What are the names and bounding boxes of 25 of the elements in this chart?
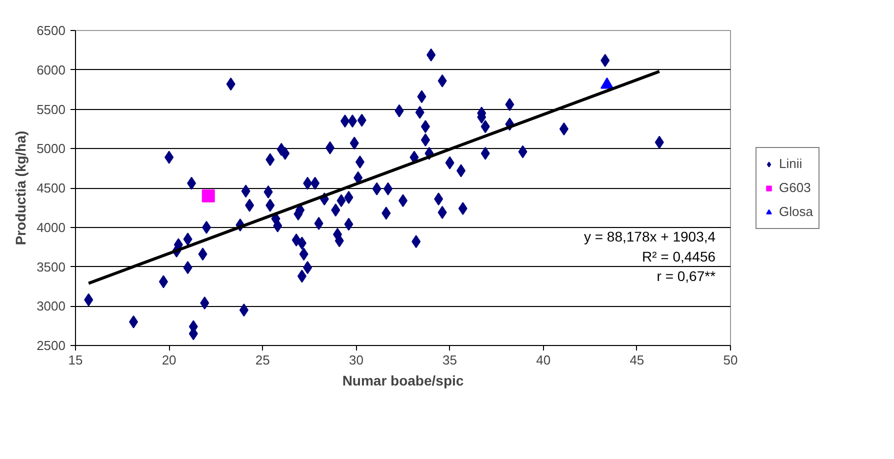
y-tick-label: 3500 <box>36 259 66 274</box>
x-tick-label: 15 <box>68 352 83 368</box>
x-tick-label: 40 <box>536 352 551 368</box>
annotation: R² = 0,4456 <box>642 248 716 264</box>
y-tick-label: 2500 <box>36 338 66 353</box>
y-tick-label: 5000 <box>36 141 66 156</box>
x-tick-label: 30 <box>348 352 364 368</box>
x-tick-label: 20 <box>162 352 176 368</box>
x-tick-label: 25 <box>255 352 270 368</box>
y-axis-title: Productia (kg/ha) <box>12 130 29 246</box>
y-tick-label: 5500 <box>36 102 66 117</box>
x-axis-title: Numar boabe/spic <box>342 372 464 388</box>
annotation: y = 88,178x + 1903,4 <box>584 228 716 245</box>
legend-label: Linii <box>779 156 802 171</box>
legend-label: G603 <box>779 180 811 195</box>
x-tick-label: 50 <box>723 352 738 368</box>
x-tick-label: 35 <box>442 352 458 368</box>
x-tick-label: 45 <box>630 352 644 368</box>
legend-label: Glosa <box>779 204 813 219</box>
y-tick-label: 6000 <box>36 62 66 78</box>
annotation: r = 0,67** <box>656 268 716 284</box>
y-tick-label: 6500 <box>36 23 66 38</box>
y-tick-label: 4500 <box>36 180 66 196</box>
y-tick-label: 4000 <box>36 220 66 235</box>
y-tick-label: 3000 <box>36 298 66 314</box>
